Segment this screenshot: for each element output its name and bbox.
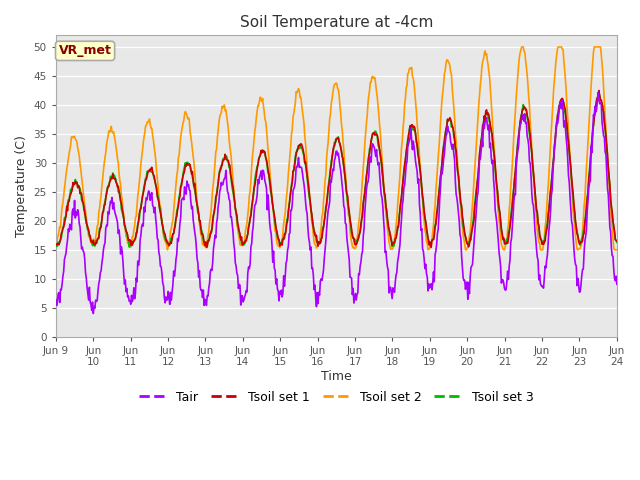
Legend: Tair, Tsoil set 1, Tsoil set 2, Tsoil set 3: Tair, Tsoil set 1, Tsoil set 2, Tsoil se… xyxy=(134,386,539,409)
Title: Soil Temperature at -4cm: Soil Temperature at -4cm xyxy=(239,15,433,30)
Text: VR_met: VR_met xyxy=(59,44,111,58)
Y-axis label: Temperature (C): Temperature (C) xyxy=(15,135,28,237)
X-axis label: Time: Time xyxy=(321,370,352,383)
